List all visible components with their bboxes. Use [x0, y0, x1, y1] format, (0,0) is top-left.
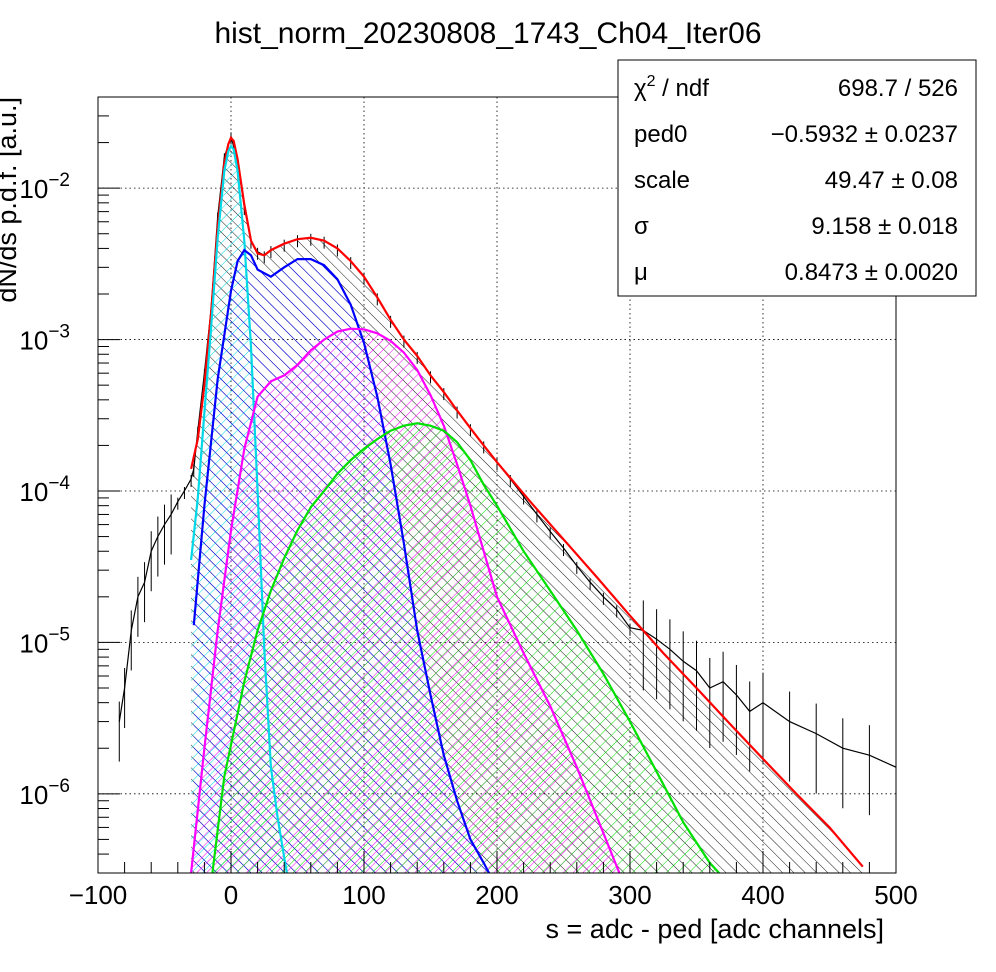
- stats-box-frame: [617, 59, 977, 297]
- chart-title: hist_norm_20230808_1743_Ch04_Iter06: [214, 17, 761, 50]
- stats-box: χ2 / ndf 698.7 / 526 ped0 −0.5932 ± 0.0237 s…: [617, 59, 977, 297]
- stats-value: 9.158 ± 0.018: [811, 213, 958, 240]
- x-tick-label: 200: [475, 880, 518, 910]
- y-tick-label: 10−5: [19, 624, 70, 658]
- component-curve: [190, 327, 621, 873]
- fit-curves: [190, 135, 864, 873]
- stats-value: 0.8473 ± 0.0020: [785, 259, 958, 286]
- stats-label: χ2 / ndf: [634, 73, 709, 102]
- axis-ticks: −100 0 100 200 300 400 500 10−6 10−5 10−4 10−3 10−2: [19, 115, 918, 910]
- x-tick-label: −100: [69, 880, 128, 910]
- fit-total-curve: [190, 135, 864, 868]
- x-tick-label: 500: [874, 880, 917, 910]
- component-curve: [192, 248, 490, 873]
- stats-value: 698.7 / 526: [838, 75, 958, 102]
- y-tick-label: 10−6: [19, 776, 70, 810]
- x-axis-title: s = adc - ped [adc channels]: [546, 914, 884, 944]
- x-tick-label: 100: [342, 880, 385, 910]
- x-tick-label: 300: [608, 880, 651, 910]
- stats-label: σ: [634, 213, 649, 240]
- y-tick-label: 10−3: [19, 322, 70, 356]
- stats-label: ped0: [634, 121, 687, 148]
- stats-label: μ: [634, 259, 648, 286]
- component-fill: [212, 423, 720, 873]
- y-axis-title: dN/ds p.d.f. [a.u.]: [0, 97, 22, 303]
- stats-label: scale: [634, 167, 690, 194]
- x-tick-label: 0: [224, 880, 238, 910]
- component-curve: [190, 143, 288, 873]
- y-tick-label: 10−4: [19, 473, 70, 507]
- x-tick-label: 400: [741, 880, 784, 910]
- component-curve: [211, 422, 720, 873]
- stats-value: 49.47 ± 0.08: [825, 167, 958, 194]
- y-tick-label: 10−2: [19, 170, 70, 204]
- stats-value: −0.5932 ± 0.0237: [771, 121, 958, 148]
